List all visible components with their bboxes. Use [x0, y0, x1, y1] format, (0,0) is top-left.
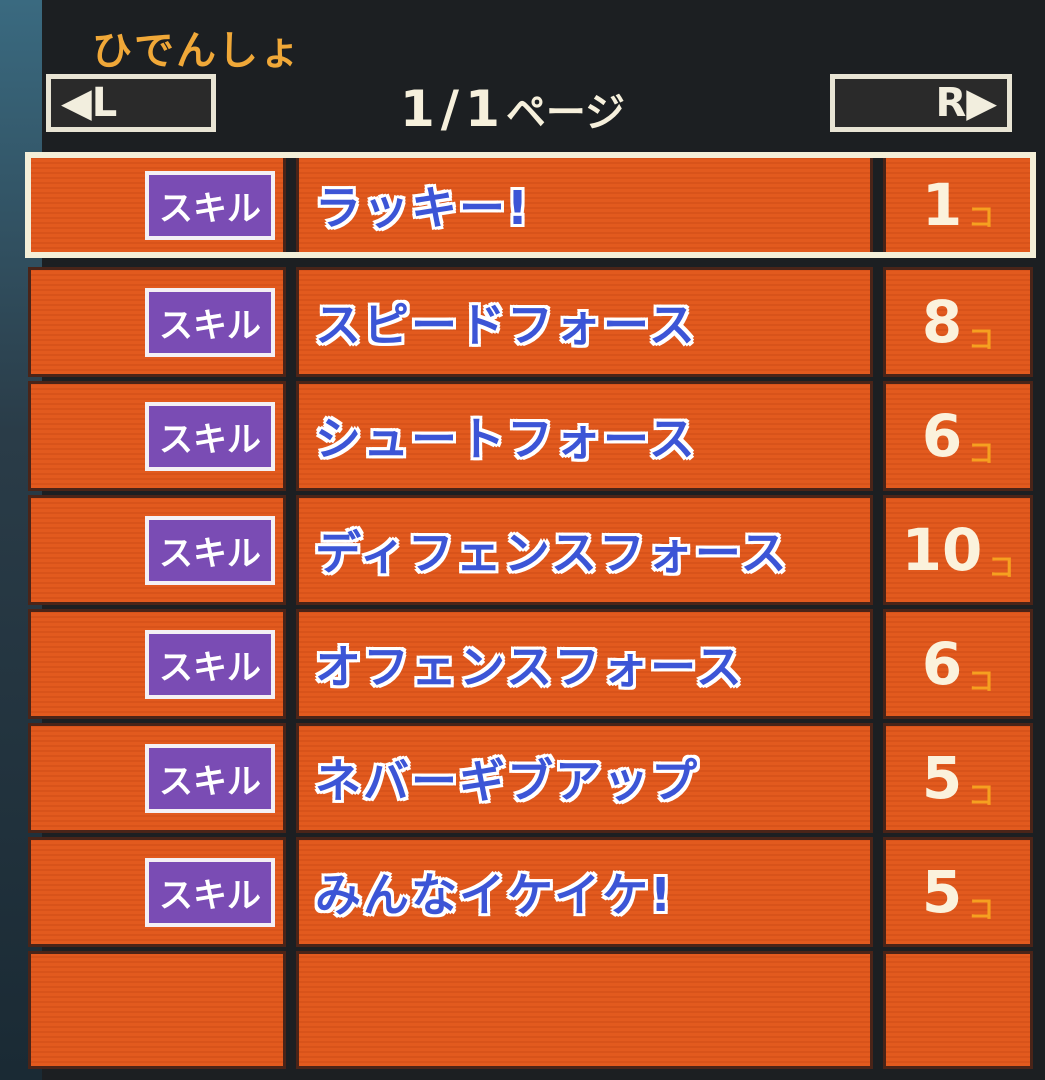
count-unit: コ — [968, 203, 995, 233]
item-name: シュートフォース — [315, 412, 697, 466]
page-indicator: 1 / 1 ページ — [400, 80, 625, 138]
item-count: 6 — [921, 630, 963, 698]
item-name: スピードフォース — [315, 298, 697, 352]
count-unit: コ — [968, 667, 995, 697]
prev-page-button[interactable]: ◀L — [46, 74, 216, 132]
count-unit: コ — [988, 553, 1015, 583]
skill-badge: スキル — [145, 743, 275, 813]
count-unit: コ — [968, 325, 995, 355]
skill-badge: スキル — [145, 287, 275, 357]
skill-badge: スキル — [145, 170, 275, 240]
item-name: ディフェンスフォース — [315, 526, 789, 580]
count-unit: コ — [968, 895, 995, 925]
empty-list-item — [28, 951, 1033, 1069]
count-unit: コ — [968, 781, 995, 811]
item-name: ネバーギブアップ — [315, 754, 699, 808]
item-name: みんなイケイケ! — [315, 868, 674, 922]
item-name: ラッキー! — [315, 181, 530, 235]
page-unit: ページ — [505, 90, 626, 136]
item-name: オフェンスフォース — [315, 640, 744, 694]
item-count: 10 — [901, 516, 983, 584]
item-count: 8 — [921, 288, 963, 356]
skill-badge: スキル — [145, 629, 275, 699]
item-count: 5 — [921, 744, 963, 812]
count-unit: コ — [968, 439, 995, 469]
item-count: 6 — [921, 402, 963, 470]
page-separator: / — [440, 80, 460, 138]
list-item[interactable]: スキル ディフェンスフォース 10 コ — [28, 495, 1033, 605]
item-count: 1 — [921, 171, 963, 239]
skill-badge: スキル — [145, 857, 275, 927]
next-page-button[interactable]: R▶ — [830, 74, 1012, 132]
skill-badge: スキル — [145, 401, 275, 471]
skill-badge: スキル — [145, 515, 275, 585]
item-count: 5 — [921, 858, 963, 926]
page-total: 1 — [465, 80, 500, 138]
page-current: 1 — [400, 80, 435, 138]
screen-title: ひでんしょ — [92, 28, 302, 74]
